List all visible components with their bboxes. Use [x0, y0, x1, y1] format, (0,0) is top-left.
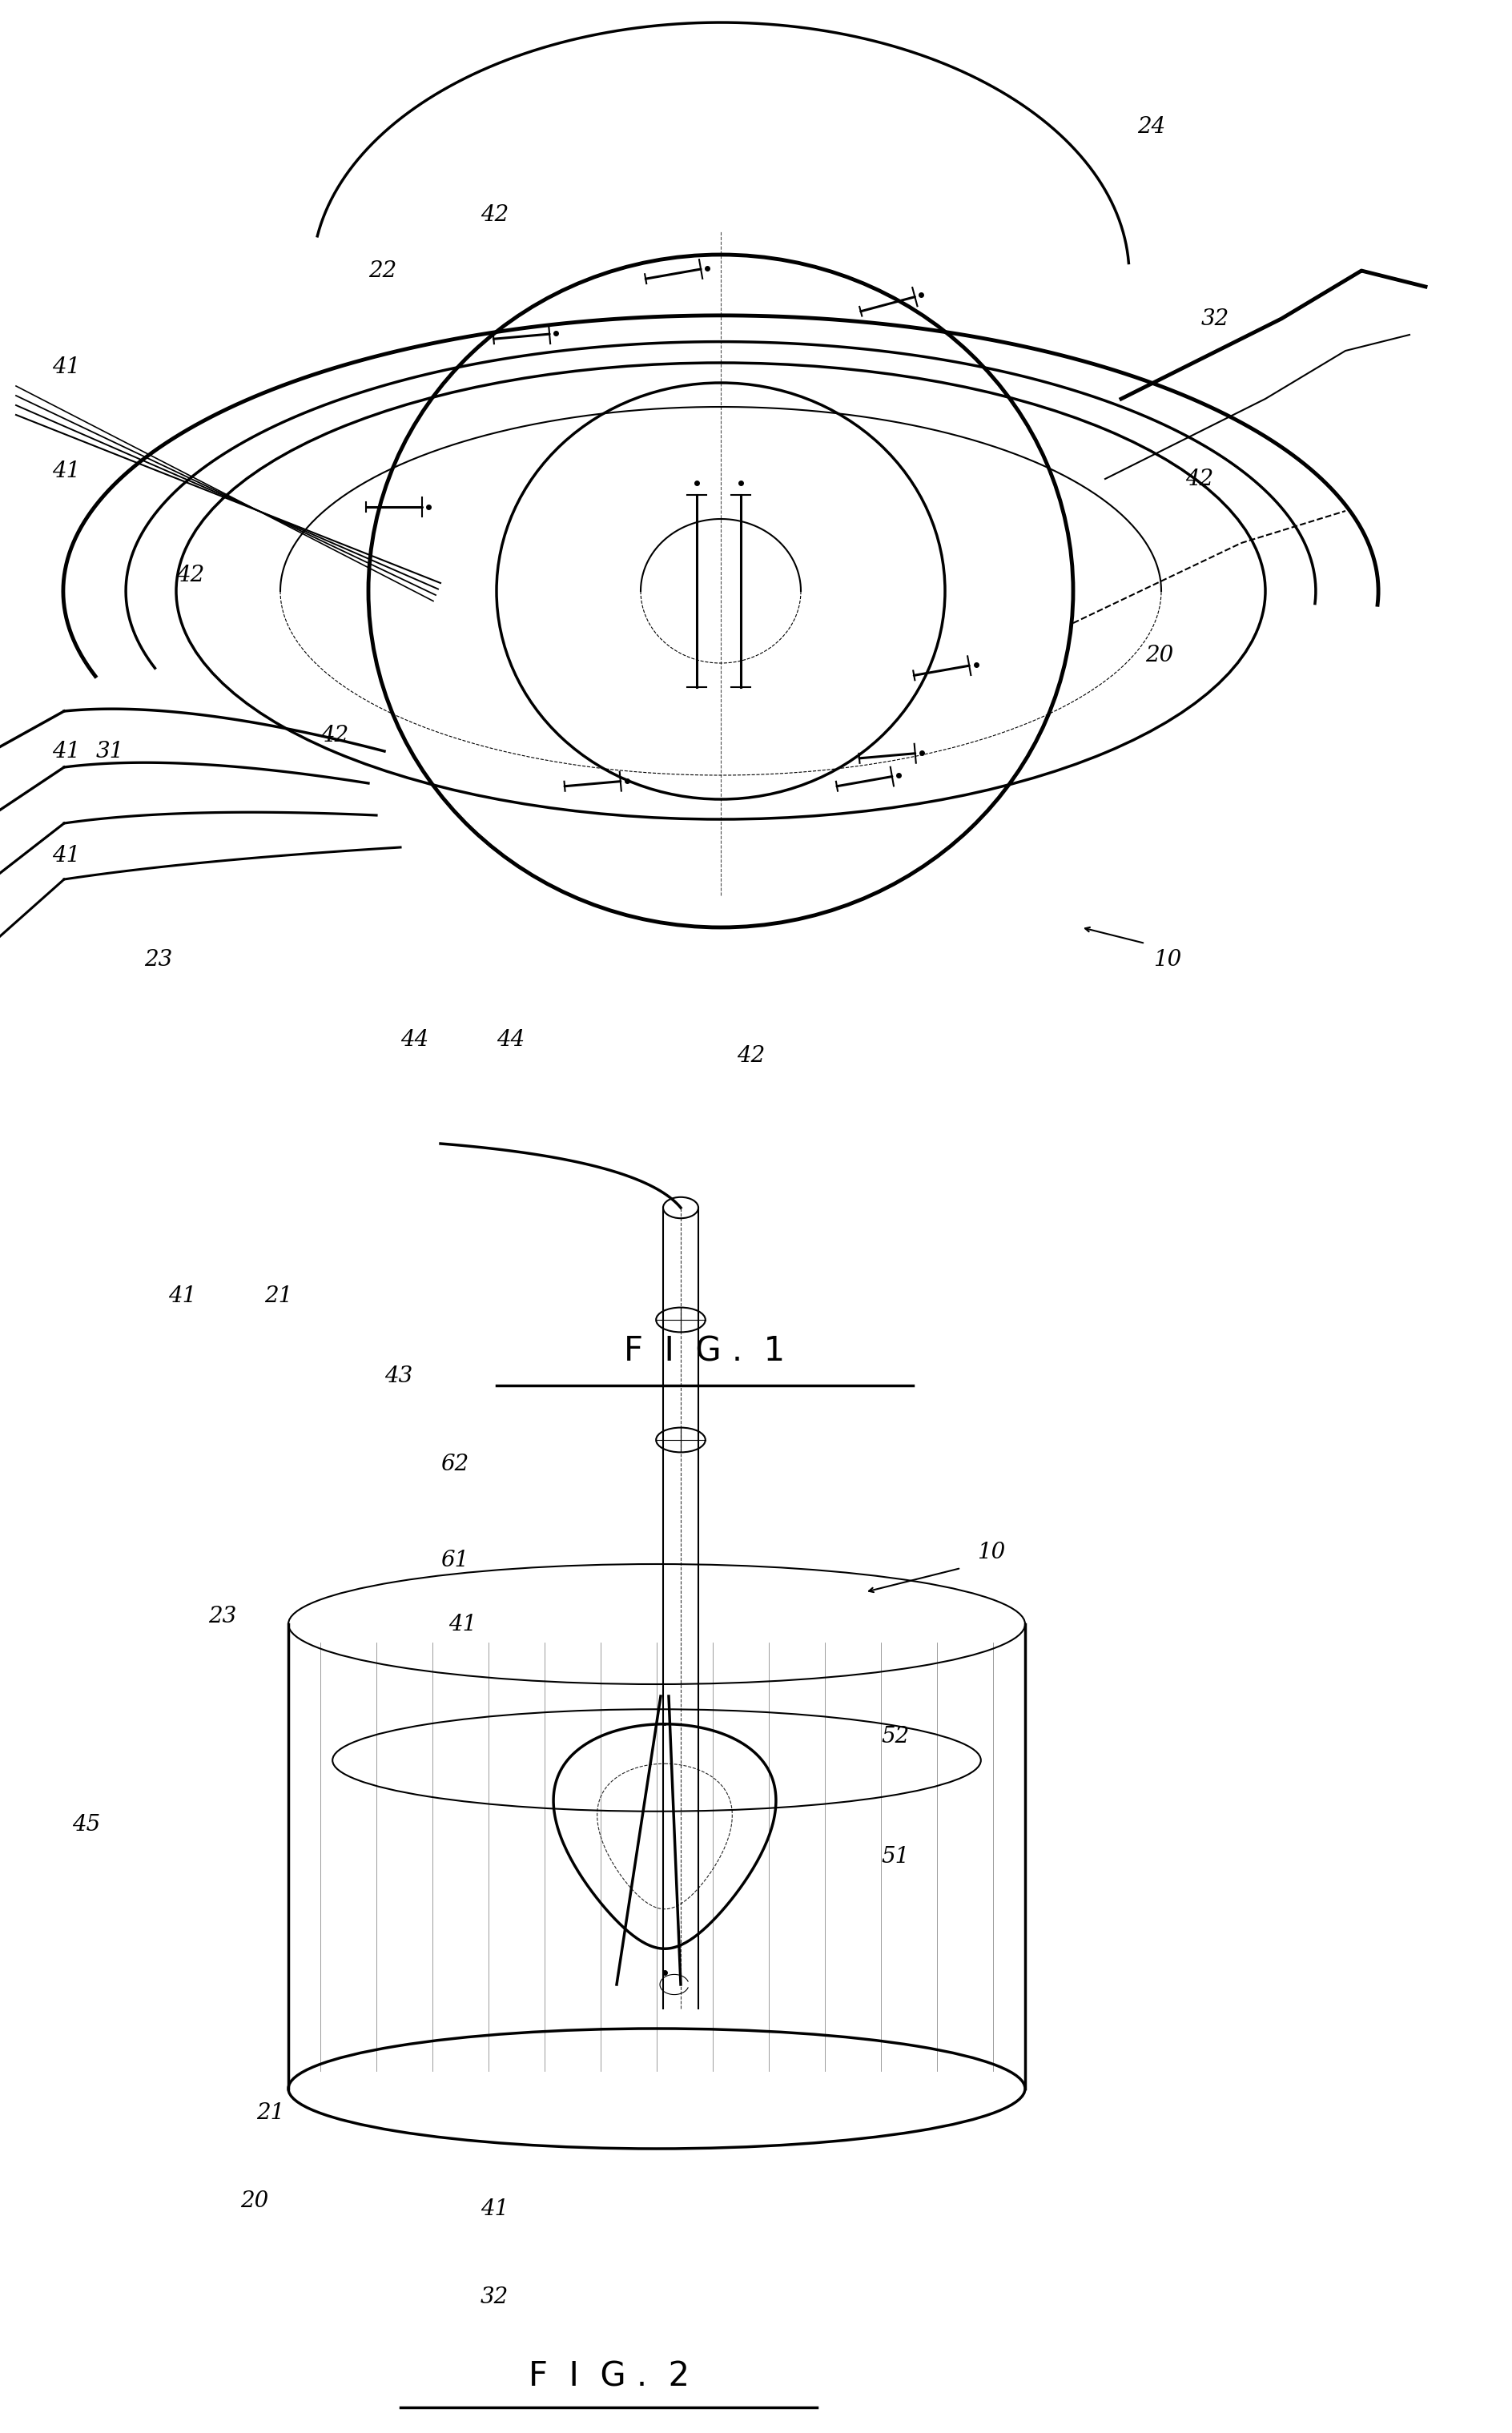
Text: F  I  G .  1: F I G . 1: [624, 1336, 785, 1370]
Text: 41: 41: [51, 844, 80, 866]
Text: 41: 41: [51, 355, 80, 377]
Text: 44: 44: [496, 1029, 525, 1051]
Text: F  I  G .  2: F I G . 2: [528, 2360, 689, 2394]
Text: 10: 10: [977, 1540, 1005, 1562]
Text: 41: 41: [168, 1285, 197, 1307]
Text: 21: 21: [265, 1285, 292, 1307]
Text: 41: 41: [449, 1613, 476, 1635]
Text: 21: 21: [256, 2102, 284, 2124]
Text: 42: 42: [481, 204, 508, 226]
Text: 10: 10: [1154, 949, 1181, 971]
Text: 20: 20: [240, 2190, 269, 2212]
Text: 32: 32: [481, 2287, 508, 2306]
Text: 45: 45: [73, 1813, 100, 1834]
Text: 43: 43: [384, 1365, 413, 1387]
Text: 31: 31: [97, 740, 124, 762]
Text: 24: 24: [1137, 117, 1166, 136]
Text: 42: 42: [177, 564, 204, 586]
Text: 23: 23: [209, 1606, 236, 1628]
Text: 62: 62: [440, 1453, 469, 1474]
Text: 22: 22: [369, 260, 396, 282]
Text: 23: 23: [144, 949, 172, 971]
Text: 44: 44: [401, 1029, 429, 1051]
Text: 51: 51: [881, 1847, 909, 1866]
Text: 41: 41: [481, 2197, 508, 2219]
Text: 41: 41: [51, 740, 80, 762]
Text: 41: 41: [51, 460, 80, 482]
Text: 42: 42: [321, 725, 349, 747]
Text: 52: 52: [881, 1725, 909, 1747]
Text: 32: 32: [1201, 309, 1229, 328]
Text: 61: 61: [440, 1550, 469, 1572]
Text: 20: 20: [1145, 645, 1173, 667]
Text: 42: 42: [1185, 467, 1214, 489]
Text: 42: 42: [736, 1044, 765, 1066]
